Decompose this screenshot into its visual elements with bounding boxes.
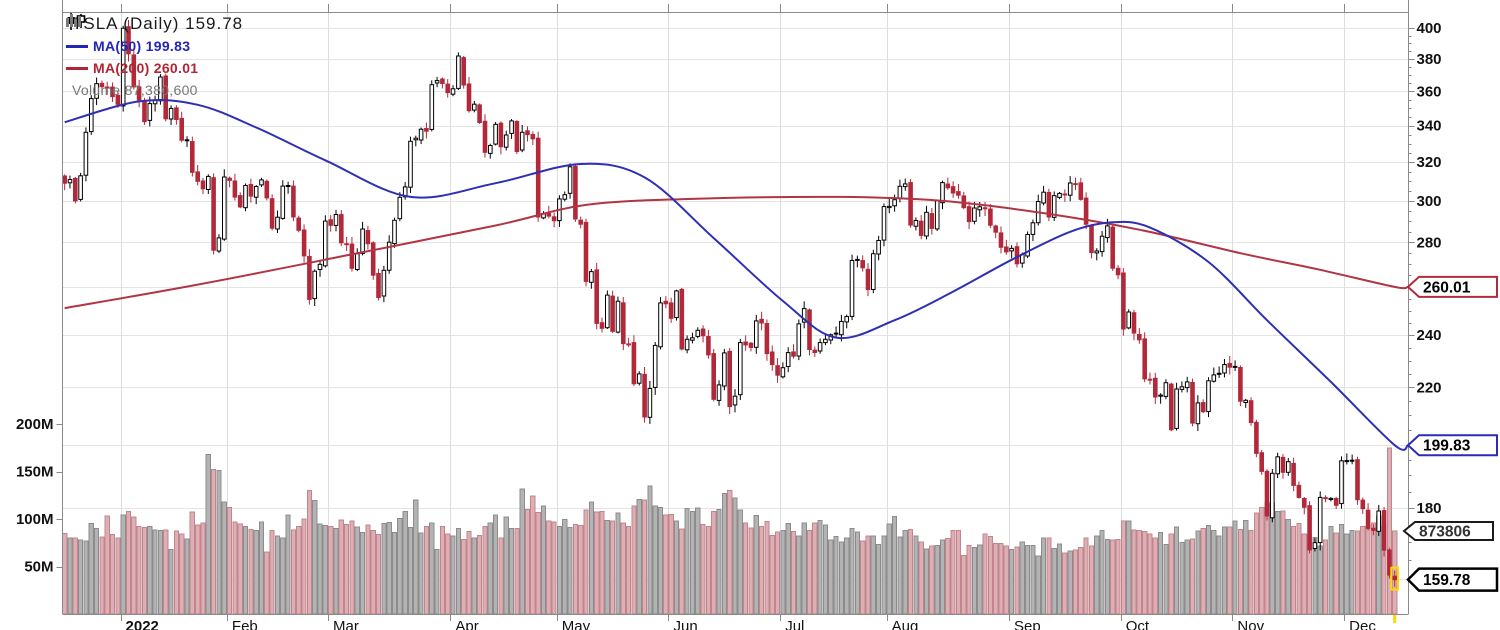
price-tick-label: 400	[1417, 20, 1442, 37]
price-callout: 159.78	[1406, 567, 1499, 592]
ma200-label: MA(200) 260.01	[93, 60, 199, 76]
volume-tick-label: 100M	[16, 511, 54, 528]
axes	[56, 0, 1415, 621]
legend-ma50-row: MA(50) 199.83	[66, 35, 243, 57]
ma200-callout-value: 260.01	[1423, 279, 1471, 296]
ma50-line-swatch	[66, 44, 88, 48]
month-label: May	[562, 618, 591, 630]
month-label: 2022	[126, 618, 159, 630]
volume-axis-labels: 200M 150M 100M 50M	[16, 416, 54, 576]
price-tick-label: 300	[1417, 193, 1442, 210]
chart-legend: TSLA (Daily) 159.78 MA(50) 199.83 MA(200…	[66, 13, 243, 101]
month-label: Sep	[1014, 618, 1041, 630]
ma50-label: MA(50) 199.83	[93, 38, 191, 54]
ma50-line	[64, 99, 1408, 451]
volume-tick-label: 150M	[16, 464, 54, 481]
price-tick-label: 220	[1417, 379, 1442, 396]
chart-title: TSLA (Daily) 159.78	[72, 14, 244, 33]
month-label: Oct	[1126, 618, 1150, 630]
legend-ma200-row: MA(200) 260.01	[66, 57, 243, 79]
price-tick-label: 280	[1417, 234, 1442, 251]
gridlines	[62, 12, 1408, 614]
ma200-line-swatch	[66, 66, 88, 70]
volume-tick-label: 200M	[16, 416, 54, 433]
volume-tick-label: 50M	[24, 559, 53, 576]
month-label: Feb	[232, 618, 258, 630]
last-candle-highlight	[1390, 566, 1400, 623]
month-label: Jun	[673, 618, 697, 630]
month-label: Aug	[892, 618, 919, 630]
ma200-callout: 260.01	[1406, 275, 1498, 298]
price-tick-label: 180	[1417, 500, 1442, 517]
price-callout-value: 159.78	[1423, 572, 1471, 589]
price-tick-label: 240	[1417, 327, 1442, 344]
volume-label: Volume 87,380,600	[72, 82, 198, 98]
month-label: Mar	[333, 618, 359, 630]
price-tick-label: 380	[1417, 51, 1442, 68]
volume-callout: 873806	[1402, 521, 1494, 541]
volume-callout-value: 873806	[1419, 523, 1471, 540]
legend-title-row: TSLA (Daily) 159.78	[66, 13, 243, 35]
price-axis-labels: 400 380 360 340 320 300 280 240 220 180	[1417, 20, 1442, 517]
candles	[62, 19, 1398, 587]
legend-volume-row: Volume 87,380,600	[66, 14, 243, 101]
month-labels: 2022 Feb Mar Apr May Jun Jul Aug Sep Oct Nov Dec	[126, 618, 1377, 630]
ma50-callout: 199.83	[1406, 434, 1498, 457]
ma200-line	[64, 195, 1408, 310]
month-label: Nov	[1237, 618, 1264, 630]
price-tick-label: 340	[1417, 118, 1442, 135]
month-label: Dec	[1349, 618, 1376, 630]
axis-callouts: 260.01 199.83 873806 159.78	[1402, 275, 1499, 592]
volume-bars	[62, 447, 1398, 614]
ma50-callout-value: 199.83	[1423, 438, 1471, 455]
month-label: Apr	[455, 618, 478, 630]
price-tick-label: 320	[1417, 154, 1442, 171]
price-tick-label: 360	[1417, 83, 1442, 100]
month-label: Jul	[785, 618, 804, 630]
